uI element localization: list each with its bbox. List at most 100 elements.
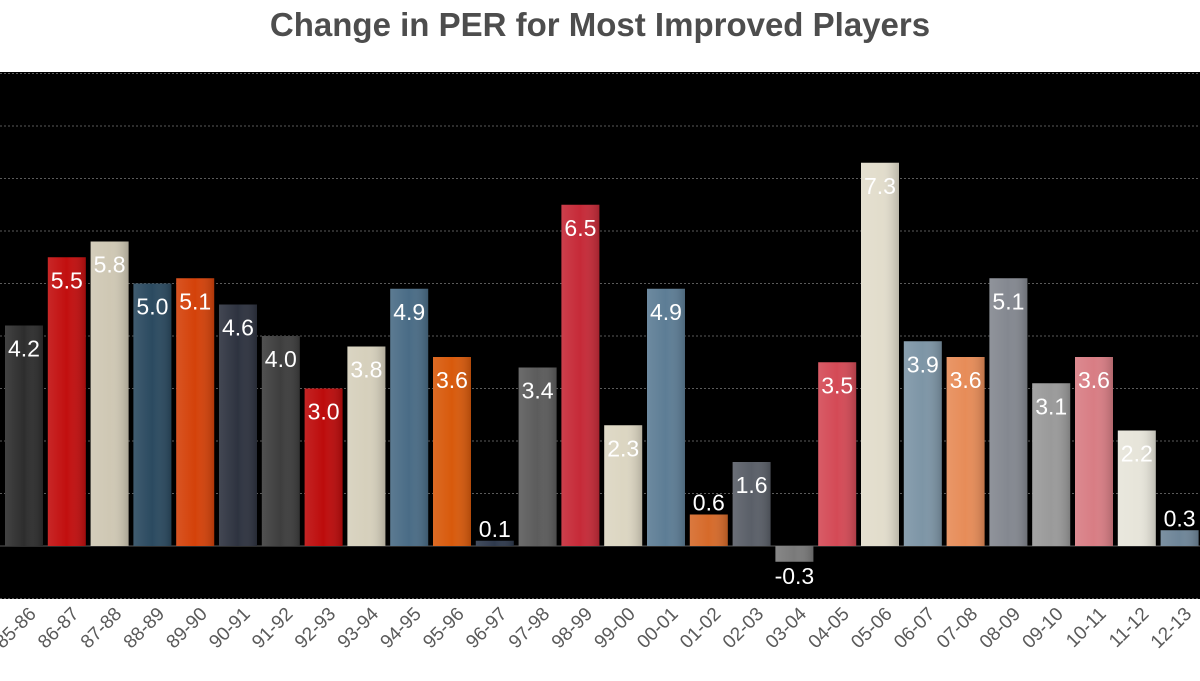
value-label: 3.6 <box>950 367 982 393</box>
x-tick-label: 98-99 <box>548 604 597 653</box>
x-tick-label: 02-03 <box>719 604 768 653</box>
value-label: 5.1 <box>992 288 1024 314</box>
x-tick-label: 85-86 <box>0 604 41 653</box>
value-label: 2.3 <box>607 435 639 461</box>
bar-shine <box>90 241 129 546</box>
x-tick-label: 88-89 <box>120 604 169 653</box>
value-label: 3.9 <box>907 351 939 377</box>
value-label: 6.5 <box>564 215 596 241</box>
value-label: 3.1 <box>1035 393 1067 419</box>
bar-shine <box>689 514 728 546</box>
bar-shine <box>1160 530 1199 546</box>
chart-title: Change in PER for Most Improved Players <box>269 6 931 43</box>
bar-shine <box>5 325 43 546</box>
x-tick-label: 03-04 <box>762 603 812 653</box>
bar-85-86 <box>5 325 43 546</box>
value-label: 2.2 <box>1121 441 1153 467</box>
bar-87-88 <box>90 241 129 546</box>
bar-shine <box>861 162 899 546</box>
x-tick-label: 99-00 <box>591 604 640 653</box>
value-label: 5.8 <box>94 252 126 278</box>
bar-00-01 <box>647 288 685 546</box>
bar-99-00 <box>604 425 643 546</box>
value-label: 4.9 <box>393 299 425 325</box>
bar-shine <box>47 257 86 546</box>
bar-shine <box>347 346 386 546</box>
x-tick-label: 94-95 <box>377 604 426 653</box>
x-tick-label: 01-02 <box>676 604 725 653</box>
bar-05-06 <box>861 162 899 546</box>
bar-shine <box>946 357 985 546</box>
bar-shine <box>1117 430 1156 546</box>
value-label: 7.3 <box>864 173 896 199</box>
bar-02-03 <box>732 462 771 546</box>
bar-96-97 <box>475 540 514 546</box>
x-tick-label: 11-12 <box>1105 604 1153 652</box>
bar-89-90 <box>176 278 215 546</box>
bar-93-94 <box>347 346 386 546</box>
bar-shine <box>176 278 215 546</box>
x-tick-label: 93-94 <box>334 603 384 653</box>
bar-shine <box>775 546 814 562</box>
x-tick-label: 86-87 <box>34 604 83 653</box>
bar-shine <box>732 462 771 546</box>
value-label: 3.6 <box>436 367 468 393</box>
bar-11-12 <box>1117 430 1156 546</box>
bar-shine <box>818 362 857 546</box>
bar-shine <box>1032 383 1071 546</box>
bar-92-93 <box>304 388 343 546</box>
bar-91-92 <box>261 336 300 546</box>
value-label: 4.9 <box>650 299 682 325</box>
bar-09-10 <box>1032 383 1071 546</box>
value-label: 5.5 <box>51 267 83 293</box>
value-label: 4.2 <box>8 336 40 362</box>
bar-08-09 <box>989 278 1028 546</box>
x-axis-ticks: 85-8686-8787-8888-8989-9090-9191-9292-93… <box>0 603 1196 653</box>
bar-shine <box>518 367 557 546</box>
value-label: 4.6 <box>222 315 254 341</box>
bar-shine <box>261 336 300 546</box>
bar-03-04 <box>775 546 814 562</box>
value-label: 5.0 <box>136 294 168 320</box>
value-label: 3.6 <box>1078 367 1110 393</box>
x-tick-label: 97-98 <box>505 604 554 653</box>
x-tick-label: 95-96 <box>419 604 468 653</box>
bar-94-95 <box>390 288 429 546</box>
bar-shine <box>561 204 600 546</box>
x-tick-label: 05-06 <box>847 604 896 653</box>
value-label: 5.1 <box>179 288 211 314</box>
x-tick-label: 90-91 <box>205 604 254 653</box>
x-tick-label: 87-88 <box>77 604 126 653</box>
x-tick-label: 89-90 <box>163 604 212 653</box>
bar-shine <box>219 304 257 546</box>
x-tick-label: 07-08 <box>933 604 982 653</box>
bar-01-02 <box>689 514 728 546</box>
bar-07-08 <box>946 357 985 546</box>
x-tick-label: 91-92 <box>248 604 297 653</box>
bar-97-98 <box>518 367 557 546</box>
value-label: 0.1 <box>479 516 511 542</box>
value-label: 3.4 <box>522 378 554 404</box>
bar-90-91 <box>219 304 257 546</box>
bar-95-96 <box>433 357 471 546</box>
bar-06-07 <box>903 341 942 546</box>
value-label: 4.0 <box>265 346 297 372</box>
bars <box>5 162 1199 562</box>
x-tick-label: 10-11 <box>1062 604 1110 652</box>
bar-shine <box>604 425 643 546</box>
value-label: 3.5 <box>821 372 853 398</box>
value-labels: 4.2 5.5 5.8 5.0 5.1 4.6 4.0 3.0 3.8 4.9 3.6 0.1 3.4 6… <box>8 173 1196 589</box>
bar-shine <box>475 540 514 546</box>
x-tick-label: 12-13 <box>1147 604 1196 653</box>
x-tick-label: 08-09 <box>976 604 1025 653</box>
bar-10-11 <box>1075 357 1113 546</box>
value-label: -0.3 <box>775 563 815 589</box>
x-tick-label: 09-10 <box>1019 604 1068 653</box>
value-label: 3.0 <box>308 399 340 425</box>
x-tick-label: 04-05 <box>805 604 854 653</box>
bar-shine <box>390 288 429 546</box>
bar-shine <box>304 388 343 546</box>
bar-98-99 <box>561 204 600 546</box>
bar-86-87 <box>47 257 86 546</box>
bar-shine <box>433 357 471 546</box>
